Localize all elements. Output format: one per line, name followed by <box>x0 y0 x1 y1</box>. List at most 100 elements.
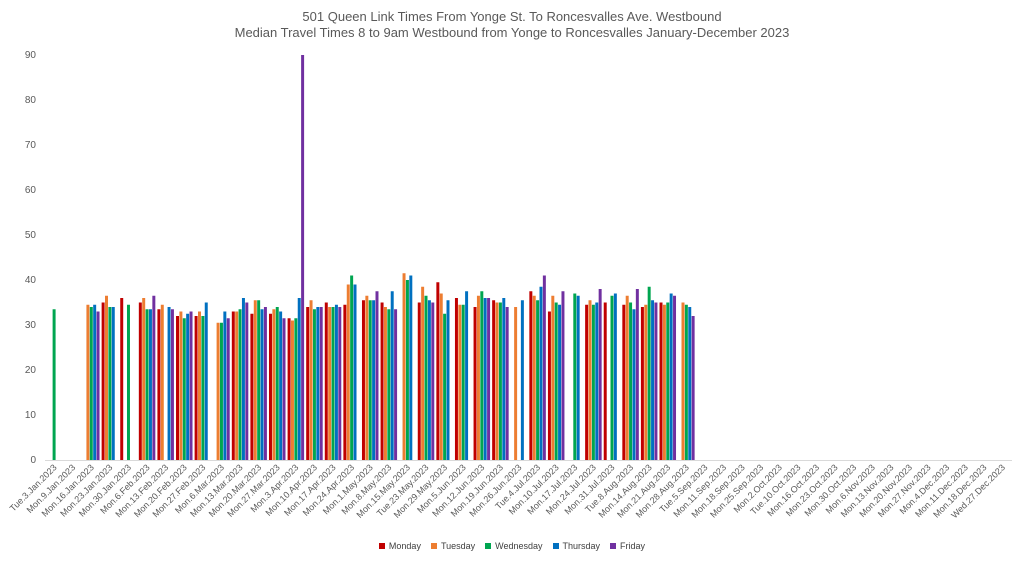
bar-thursday <box>167 307 171 460</box>
bar-friday <box>245 302 249 460</box>
bar-friday <box>505 307 509 460</box>
bar-monday <box>547 311 551 460</box>
bar-thursday <box>186 313 190 460</box>
bar-monday <box>343 304 347 460</box>
bar-monday <box>659 302 663 460</box>
bar-thursday <box>260 309 264 460</box>
bar-wednesday <box>350 275 354 460</box>
bar-friday <box>301 55 305 460</box>
bar-tuesday <box>532 295 536 460</box>
y-tick-label: 80 <box>25 95 37 106</box>
y-tick-label: 0 <box>30 455 36 466</box>
bar-monday <box>454 298 458 460</box>
bar-wednesday <box>480 291 484 460</box>
bar-wednesday <box>536 300 540 460</box>
bar-friday <box>542 275 546 460</box>
legend-label: Monday <box>388 541 421 551</box>
bar-tuesday <box>365 295 369 460</box>
legend-item: Wednesday <box>485 541 543 551</box>
bar-friday <box>152 295 156 460</box>
bar-wednesday <box>52 309 56 460</box>
legend-swatch <box>378 543 385 549</box>
bar-tuesday <box>551 295 555 460</box>
bar-tuesday <box>383 307 387 460</box>
bar-monday <box>157 309 161 460</box>
bar-tuesday <box>328 307 332 460</box>
bar-monday <box>380 302 384 460</box>
legend-label: Friday <box>620 541 646 551</box>
bar-monday <box>231 311 235 460</box>
bar-thursday <box>502 298 506 460</box>
legend-item: Thursday <box>552 541 600 551</box>
bar-tuesday <box>588 300 592 460</box>
bar-monday <box>138 302 142 460</box>
bar-thursday <box>93 304 97 460</box>
bar-thursday <box>613 293 617 460</box>
bar-friday <box>375 291 379 460</box>
bar-friday <box>598 289 602 460</box>
bar-thursday <box>316 307 320 460</box>
bar-friday <box>189 311 193 460</box>
bar-tuesday <box>402 273 406 460</box>
bar-wednesday <box>219 322 223 460</box>
bar-monday <box>492 300 496 460</box>
legend-swatch <box>485 543 492 549</box>
bar-tuesday <box>439 293 443 460</box>
bar-thursday <box>483 298 487 460</box>
bar-tuesday <box>346 284 350 460</box>
bar-monday <box>436 282 440 460</box>
bar-monday <box>287 318 291 460</box>
legend-item: Tuesday <box>430 541 476 551</box>
bar-wednesday <box>89 307 93 460</box>
bar-wednesday <box>312 309 316 460</box>
bar-wednesday <box>647 286 651 460</box>
bar-monday <box>529 291 533 460</box>
bar-wednesday <box>368 300 372 460</box>
bar-friday <box>319 307 323 460</box>
legend-label: Tuesday <box>440 541 476 551</box>
y-tick-label: 50 <box>25 230 37 241</box>
bar-friday <box>487 298 491 460</box>
bar-thursday <box>390 291 394 460</box>
chart-title: 501 Queen Link Times From Yonge St. To R… <box>302 9 722 24</box>
bar-thursday <box>223 311 227 460</box>
bar-friday <box>431 302 435 460</box>
bar-tuesday <box>160 304 164 460</box>
bar-thursday <box>427 300 431 460</box>
bar-friday <box>691 316 695 460</box>
bar-tuesday <box>235 311 239 460</box>
bar-tuesday <box>216 322 220 460</box>
bar-wednesday <box>331 307 335 460</box>
legend-item: Monday <box>378 541 421 551</box>
bar-tuesday <box>644 304 648 460</box>
bar-friday <box>338 307 342 460</box>
bar-wednesday <box>126 304 130 460</box>
bar-wednesday <box>498 302 502 460</box>
bar-thursday <box>279 311 283 460</box>
bar-tuesday <box>290 320 294 460</box>
bar-wednesday <box>629 302 633 460</box>
bar-wednesday <box>573 293 577 460</box>
bar-wednesday <box>461 304 465 460</box>
y-tick-label: 20 <box>25 365 37 376</box>
legend-item: Friday <box>610 541 645 551</box>
legend-swatch <box>552 543 559 549</box>
bar-tuesday <box>105 295 108 460</box>
bar-tuesday <box>272 309 276 460</box>
bar-thursday <box>688 307 692 460</box>
bar-monday <box>622 304 626 460</box>
bar-friday <box>96 311 100 460</box>
bar-tuesday <box>662 304 666 460</box>
bar-wednesday <box>145 309 149 460</box>
bar-friday <box>282 318 286 460</box>
bar-thursday <box>632 309 636 460</box>
bar-thursday <box>446 300 450 460</box>
y-tick-label: 30 <box>25 320 37 331</box>
y-tick-label: 40 <box>25 275 37 286</box>
y-tick-label: 10 <box>25 410 37 421</box>
bar-wednesday <box>684 304 688 460</box>
bar-tuesday <box>458 304 462 460</box>
bar-monday <box>306 307 310 460</box>
bar-wednesday <box>591 304 595 460</box>
bar-monday <box>585 304 589 460</box>
